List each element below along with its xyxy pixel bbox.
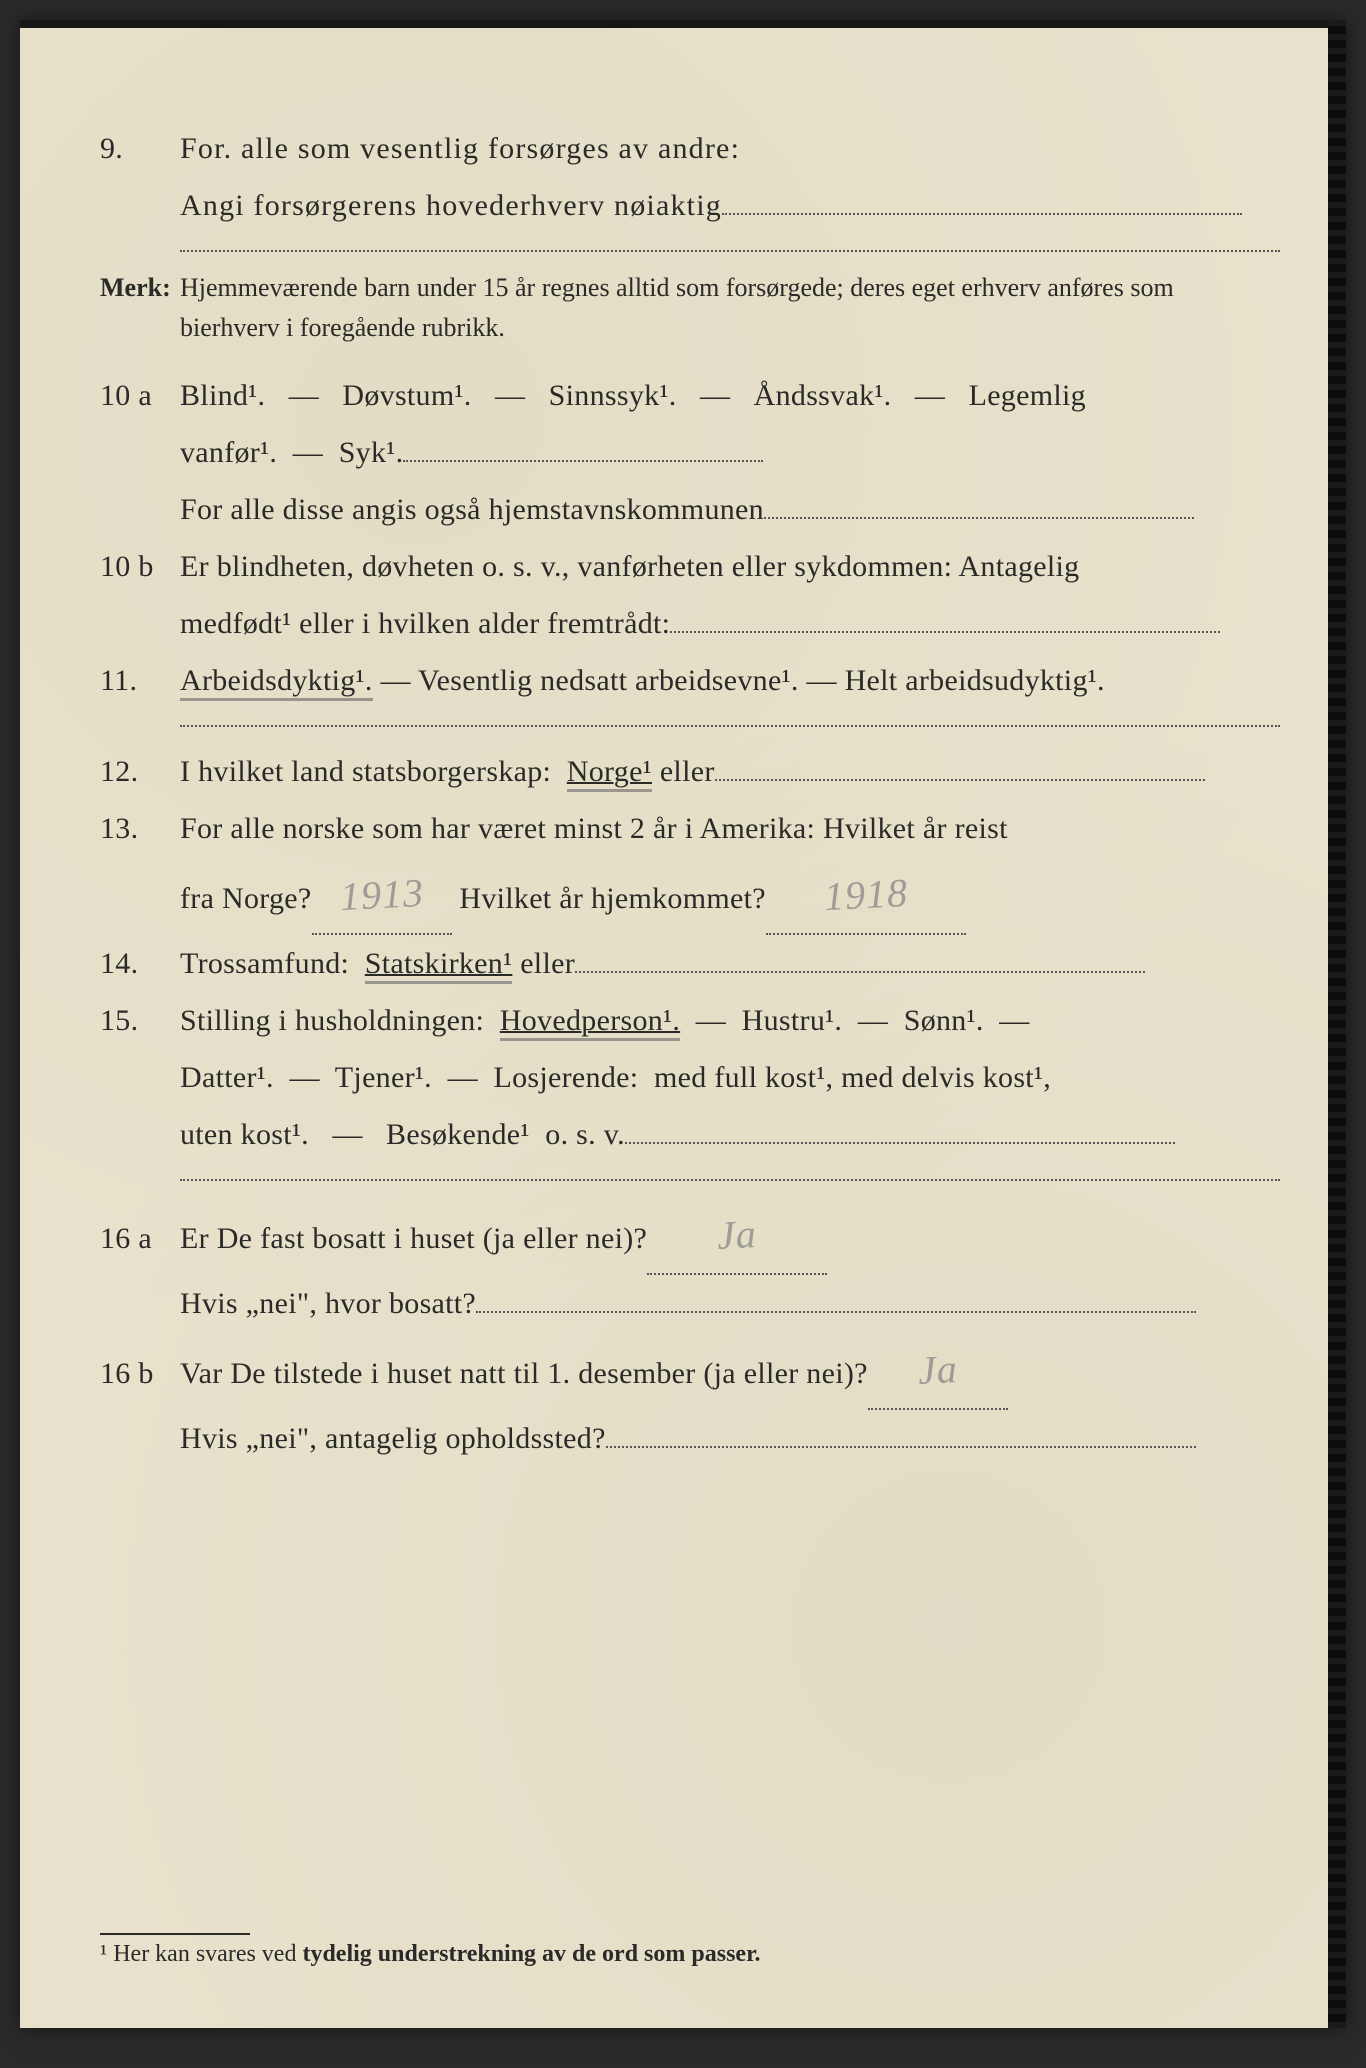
top-edge-shadow — [20, 20, 1346, 28]
q13-pre2: Hvilket år hjemkommet? — [459, 882, 766, 915]
q11-rest: — Vesentlig nedsatt arbeidsevne¹. — Helt… — [373, 664, 1105, 697]
q10b-number: 10 b — [100, 538, 180, 595]
q9-line1: 9. For. alle som vesentlig forsørges av … — [100, 120, 1300, 177]
q14-stats: Statskirken¹ — [365, 947, 513, 984]
divider-3 — [180, 1179, 1280, 1181]
q10a-text1: Blind¹. — Døvstum¹. — Sinnssyk¹. — Åndss… — [180, 367, 1300, 424]
q9-text2: Angi forsørgerens hovederhverv nøiaktig — [180, 189, 722, 222]
q16a-q2: Hvis „nei", hvor bosatt? — [180, 1287, 476, 1320]
q13-handwrite-2: 1918 — [822, 854, 910, 934]
q16a-line2: Hvis „nei", hvor bosatt? — [100, 1275, 1300, 1332]
q16a-ans1-blank: Ja — [647, 1197, 827, 1275]
q9-number: 9. — [100, 120, 180, 177]
q9-blank — [722, 213, 1242, 215]
q15-line2: Datter¹. — Tjener¹. — Losjerende: med fu… — [100, 1049, 1300, 1106]
q16b-handwrite: Ja — [916, 1331, 960, 1409]
q14-pre: Trossamfund: — [180, 947, 365, 980]
merk-note: Merk: Hjemmeværende barn under 15 år reg… — [100, 268, 1300, 349]
q11-line: 11. Arbeidsdyktig¹. — Vesentlig nedsatt … — [100, 652, 1300, 709]
q16a-blank2 — [476, 1311, 1196, 1313]
q11-number: 11. — [100, 652, 180, 709]
q13-year-return: 1918 — [766, 857, 966, 935]
q16b-q1: Var De tilstede i huset natt til 1. dese… — [180, 1357, 868, 1390]
q15-text3: uten kost¹. — Besøkende¹ o. s. v. — [180, 1118, 625, 1151]
divider-2 — [180, 725, 1280, 727]
merk-text: Hjemmeværende barn under 15 år regnes al… — [180, 268, 1300, 349]
q13-line2: fra Norge? 1913 Hvilket år hjemkommet? 191… — [100, 857, 1300, 935]
q10a-text3: For alle disse angis også hjemstavnskomm… — [180, 493, 764, 526]
q10a-text2: vanfør¹. — Syk¹. — [180, 436, 403, 469]
q13-year-left: 1913 — [312, 857, 452, 935]
q14-post: eller — [512, 947, 575, 980]
q12-line: 12. I hvilket land statsborgerskap: Norg… — [100, 743, 1300, 800]
q12-number: 12. — [100, 743, 180, 800]
q15-hoved: Hovedperson¹. — [500, 1004, 680, 1041]
q10a-line1: 10 a Blind¹. — Døvstum¹. — Sinnssyk¹. — … — [100, 367, 1300, 424]
q10b-line1: 10 b Er blindheten, døvheten o. s. v., v… — [100, 538, 1300, 595]
form-content: 9. For. alle som vesentlig forsørges av … — [100, 120, 1300, 1467]
q10b-blank — [670, 631, 1220, 633]
q12-norge: Norge¹ — [567, 755, 652, 792]
q15-line3: uten kost¹. — Besøkende¹ o. s. v. — [100, 1106, 1300, 1163]
divider-1 — [180, 250, 1280, 252]
q12-pre: I hvilket land statsborgerskap: — [180, 755, 567, 788]
q16b-line1: 16 b Var De tilstede i huset natt til 1.… — [100, 1332, 1300, 1410]
q15-text2: Datter¹. — Tjener¹. — Losjerende: med fu… — [180, 1049, 1300, 1106]
q10a-blank2 — [764, 517, 1194, 519]
q16b-line2: Hvis „nei", antagelig opholdssted? — [100, 1410, 1300, 1467]
q13-handwrite-1: 1913 — [338, 854, 426, 934]
q16b-q2: Hvis „nei", antagelig opholdssted? — [180, 1422, 606, 1455]
q15-line1: 15. Stilling i husholdningen: Hovedperso… — [100, 992, 1300, 1049]
q16a-line1: 16 a Er De fast bosatt i huset (ja eller… — [100, 1197, 1300, 1275]
q10b-text2: medfødt¹ eller i hvilken alder fremtrådt… — [180, 607, 670, 640]
q16b-ans1-blank: Ja — [868, 1332, 1008, 1410]
right-edge-perforation — [1328, 20, 1346, 2028]
q13-number: 13. — [100, 800, 180, 857]
footnote-bold: tydelig understrekning av de ord som pas… — [302, 1941, 760, 1967]
q16a-number: 16 a — [100, 1210, 180, 1267]
merk-label: Merk: — [100, 268, 180, 349]
footnote: ¹ Her kan svares ved tydelig understrekn… — [100, 1933, 761, 1968]
q15-number: 15. — [100, 992, 180, 1049]
q11-selected: Arbeidsdyktig¹. — [180, 664, 373, 701]
footnote-rule — [100, 1933, 250, 1935]
q12-post: eller — [652, 755, 715, 788]
document-page: 9. For. alle som vesentlig forsørges av … — [20, 20, 1346, 2028]
q16a-handwrite: Ja — [715, 1196, 759, 1274]
q10b-line2: medfødt¹ eller i hvilken alder fremtrådt… — [100, 595, 1300, 652]
q16b-number: 16 b — [100, 1345, 180, 1402]
q12-blank — [715, 779, 1205, 781]
q15-rest1: — Hustru¹. — Sønn¹. — — [680, 1004, 1029, 1037]
q16a-q1: Er De fast bosatt i huset (ja eller nei)… — [180, 1222, 647, 1255]
q14-line: 14. Trossamfund: Statskirken¹ eller — [100, 935, 1300, 992]
q14-number: 14. — [100, 935, 180, 992]
q13-text1: For alle norske som har været minst 2 år… — [180, 800, 1300, 857]
q15-pre: Stilling i husholdningen: — [180, 1004, 500, 1037]
q10a-number: 10 a — [100, 367, 180, 424]
q14-blank — [575, 971, 1145, 973]
q10a-blank1 — [403, 460, 763, 462]
q13-line1: 13. For alle norske som har været minst … — [100, 800, 1300, 857]
q9-line2: Angi forsørgerens hovederhverv nøiaktig — [100, 177, 1300, 234]
q15-blank — [625, 1142, 1175, 1144]
q16b-blank2 — [606, 1446, 1196, 1448]
q10a-line2: vanfør¹. — Syk¹. — [100, 424, 1300, 481]
footnote-text: Her kan svares ved — [107, 1941, 302, 1967]
q13-pre1: fra Norge? — [180, 882, 312, 915]
q9-text1: For. alle som vesentlig forsørges av and… — [180, 120, 1300, 177]
q10a-line3: For alle disse angis også hjemstavnskomm… — [100, 481, 1300, 538]
q10b-text1: Er blindheten, døvheten o. s. v., vanfør… — [180, 538, 1300, 595]
